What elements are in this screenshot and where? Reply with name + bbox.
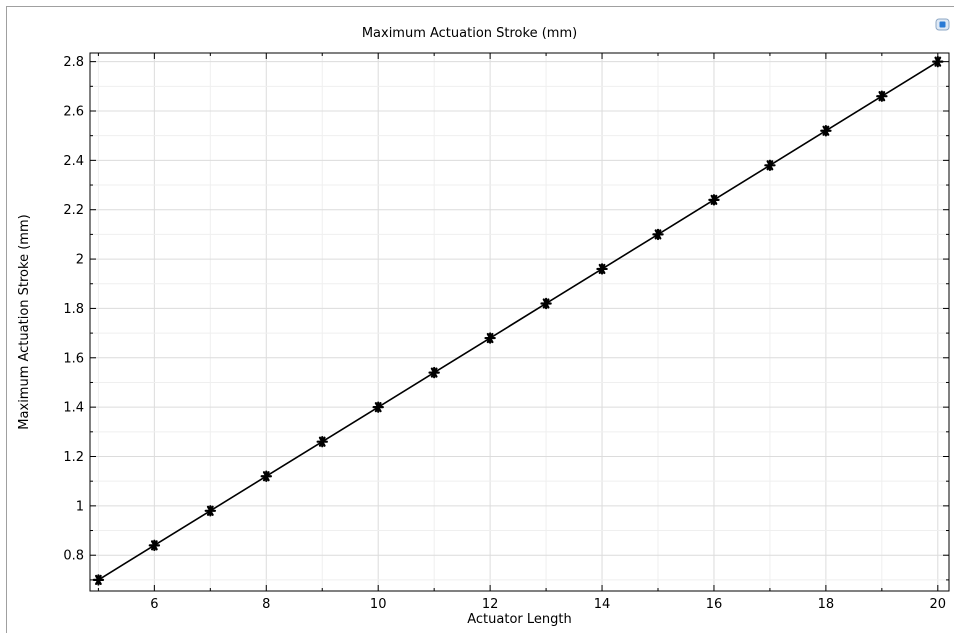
y-tick-label: 2.8 [63, 55, 84, 70]
data-point [148, 539, 161, 552]
data-point [820, 125, 832, 137]
x-tick-label: 16 [706, 597, 723, 612]
y-tick-label: 0.8 [63, 549, 84, 564]
x-tick-label: 14 [594, 597, 611, 612]
data-point [540, 297, 552, 310]
data-point [876, 90, 888, 102]
data-point [708, 194, 720, 206]
data-point [596, 263, 608, 275]
tick-labels: 6 8 10 12 14 16 18 20 0.8 1 1.2 1.4 1.6 1.8 2 2.2 2.4 2.6… [63, 55, 946, 612]
data-point [372, 401, 384, 413]
plot-window-icon[interactable] [935, 18, 950, 31]
y-tick-label: 2.2 [63, 203, 84, 218]
data-point [484, 332, 496, 344]
y-tick-label: 1.8 [63, 302, 84, 317]
series-line [97, 60, 939, 581]
grid [90, 53, 949, 591]
chart-title: Maximum Actuation Stroke (mm) [362, 26, 577, 41]
data-point [92, 574, 105, 586]
x-tick-label: 12 [482, 597, 499, 612]
axis-ticks [90, 53, 949, 591]
y-axis-label: Maximum Actuation Stroke (mm) [17, 214, 32, 429]
y-tick-label: 2.6 [63, 104, 84, 119]
x-tick-label: 18 [818, 597, 835, 612]
x-tick-label: 6 [150, 597, 158, 612]
y-tick-label: 2.4 [63, 154, 84, 169]
plot-window [6, 6, 954, 633]
data-point [652, 228, 664, 241]
data-point [932, 55, 944, 68]
y-tick-label: 1 [76, 499, 84, 514]
series [92, 55, 944, 586]
x-tick-label: 10 [370, 597, 387, 612]
x-axis-label: Actuator Length [467, 612, 571, 627]
plot-area [89, 52, 950, 592]
data-point [204, 505, 217, 517]
y-tick-label: 1.2 [63, 450, 84, 465]
x-tick-label: 8 [262, 597, 270, 612]
data-point [764, 159, 776, 171]
data-point [316, 435, 328, 448]
y-tick-label: 1.6 [63, 351, 84, 366]
data-point [260, 470, 272, 482]
x-tick-label: 20 [930, 597, 947, 612]
y-tick-label: 2 [76, 253, 84, 268]
plot-window-icon-core [939, 21, 946, 28]
data-point [428, 366, 440, 379]
y-tick-label: 1.4 [63, 401, 84, 416]
